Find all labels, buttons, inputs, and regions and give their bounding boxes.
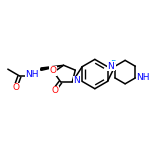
- Text: N: N: [107, 62, 114, 71]
- Text: N: N: [73, 76, 80, 85]
- Text: NH: NH: [136, 73, 150, 82]
- Text: O: O: [49, 66, 56, 75]
- Polygon shape: [41, 65, 64, 70]
- Text: O: O: [12, 83, 19, 92]
- Text: O: O: [51, 86, 58, 95]
- Text: F: F: [110, 60, 115, 69]
- Text: NH: NH: [26, 70, 39, 79]
